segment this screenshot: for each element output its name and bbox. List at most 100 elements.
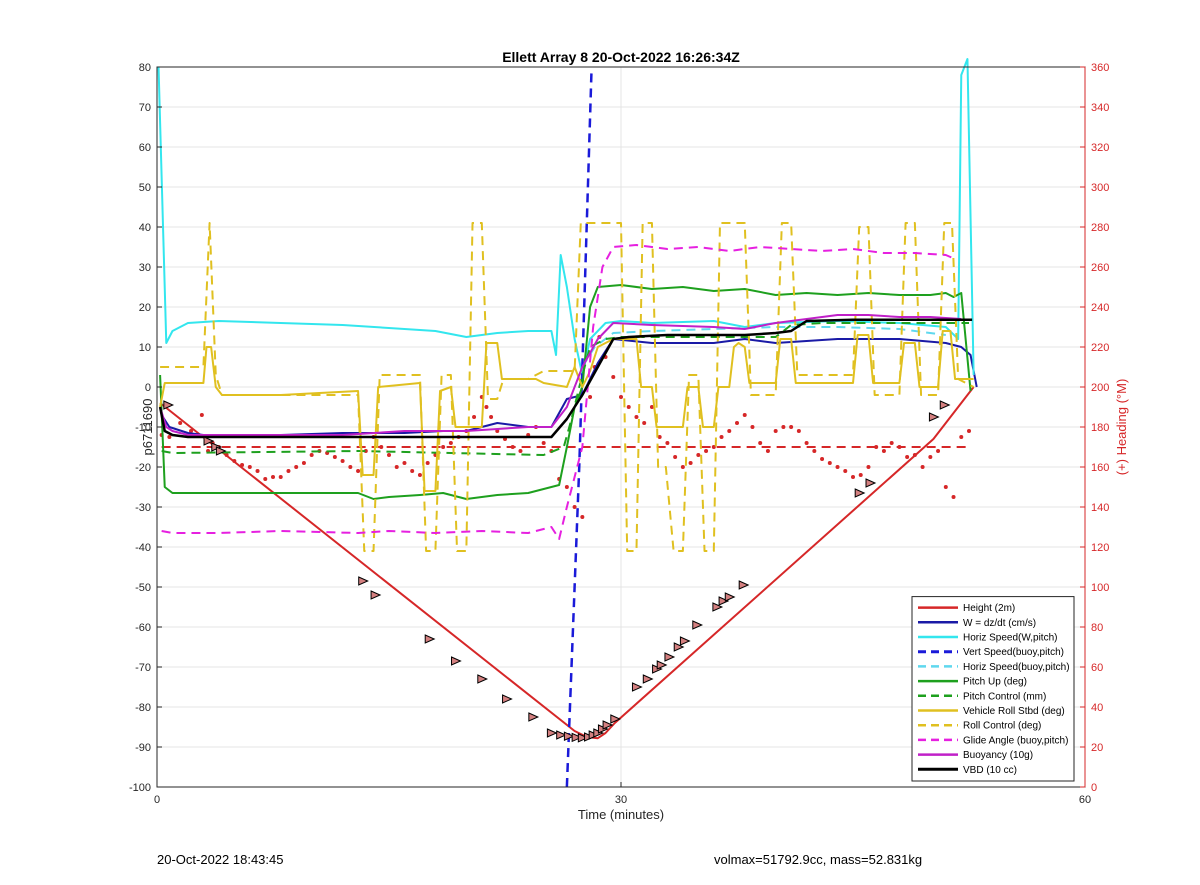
legend-label: Horiz Speed(buoy,pitch) <box>963 662 1070 673</box>
heading-dot <box>742 413 747 417</box>
y-tick-label: 10 <box>139 342 151 354</box>
heading-dot <box>626 405 631 409</box>
height-marker <box>563 731 575 741</box>
y2-axis-label: (+) Heading (°M) <box>1114 379 1129 476</box>
x-axis-label: Time (minutes) <box>578 807 664 822</box>
heading-dot <box>611 375 616 379</box>
series-line-pitch-control-mm <box>161 322 969 456</box>
legend-label: Vert Speed(buoy,pitch) <box>963 647 1064 658</box>
height-marker <box>528 712 540 722</box>
heading-dot <box>425 461 430 465</box>
y2-tick-label: 300 <box>1091 182 1109 194</box>
series-line-vehicle-roll-stbd-deg <box>159 330 974 492</box>
heading-dot <box>178 421 183 425</box>
heading-dot <box>642 421 647 425</box>
series-line-buoyancy-10g <box>159 314 962 436</box>
heading-dot <box>688 461 693 465</box>
heading-dot <box>758 441 763 445</box>
heading-dot <box>858 473 863 477</box>
heading-dot <box>472 415 477 419</box>
height-marker <box>738 580 750 590</box>
heading-dot <box>820 457 825 461</box>
height-marker <box>477 674 489 684</box>
heading-dot <box>812 449 817 453</box>
legend-label: Buoyancy (10g) <box>963 750 1033 761</box>
heading-dot <box>309 453 314 457</box>
height-marker <box>610 714 622 724</box>
height-marker <box>163 400 175 410</box>
y2-tick-label: 280 <box>1091 222 1109 234</box>
legend-label: Horiz Speed(W,pitch) <box>963 633 1057 644</box>
heading-dot <box>634 415 639 419</box>
legend-label: Height (2m) <box>963 603 1015 614</box>
heading-dot <box>588 395 593 399</box>
y2-tick-label: 0 <box>1091 782 1097 794</box>
height-marker <box>602 720 614 730</box>
heading-dot <box>657 435 662 439</box>
heading-dot <box>928 455 933 459</box>
heading-dot <box>489 415 494 419</box>
heading-dot <box>835 465 840 469</box>
y2-tick-label: 40 <box>1091 702 1103 714</box>
heading-dot <box>936 449 941 453</box>
footer-timestamp: 20-Oct-2022 18:43:45 <box>157 852 284 867</box>
y2-tick-label: 60 <box>1091 662 1103 674</box>
y2-tick-label: 260 <box>1091 262 1109 274</box>
height-marker <box>370 590 382 600</box>
y2-tick-label: 240 <box>1091 302 1109 314</box>
height-marker <box>556 730 567 740</box>
heading-dot <box>680 465 685 469</box>
legend-label: Pitch Control (mm) <box>963 691 1046 702</box>
heading-dot <box>301 461 306 465</box>
y-axis-label: p6711690 <box>140 399 155 456</box>
heading-dot <box>765 449 770 453</box>
heading-dot <box>263 477 268 481</box>
series-line-vbd-10-cc <box>158 318 973 439</box>
heading-dot <box>410 469 415 473</box>
y-tick-label: 80 <box>139 62 151 74</box>
height-marker <box>664 652 676 662</box>
height-marker <box>203 436 215 446</box>
footer-vehicle-info: volmax=51792.9cc, mass=52.831kg <box>714 852 923 867</box>
series-line-vert-speed-buoy-pitch <box>565 66 593 788</box>
heading-dot <box>294 465 299 469</box>
heading-dot <box>750 425 755 429</box>
legend-label: Pitch Up (deg) <box>963 677 1027 688</box>
y-tick-label: 50 <box>139 182 151 194</box>
heading-dot <box>199 413 204 417</box>
heading-dot <box>881 449 886 453</box>
heading-dot <box>781 425 786 429</box>
y-tick-label: -10 <box>135 422 151 434</box>
y-tick-label: 20 <box>139 302 151 314</box>
heading-dot <box>379 445 384 449</box>
y-tick-label: 40 <box>139 222 151 234</box>
height-marker <box>865 478 877 488</box>
y-tick-label: 70 <box>139 102 151 114</box>
height-marker <box>692 620 704 630</box>
height-marker <box>673 642 685 652</box>
heading-dot <box>727 429 732 433</box>
heading-dot <box>665 441 670 445</box>
legend-label: Roll Control (deg) <box>963 721 1041 732</box>
y2-tick-label: 100 <box>1091 582 1109 594</box>
heading-dot <box>510 445 515 449</box>
heading-dot <box>719 435 724 439</box>
series-line-glide-angle-buoy-pitch <box>161 244 956 540</box>
y-tick-label: -50 <box>135 582 151 594</box>
y-tick-label: -40 <box>135 542 151 554</box>
y-tick-label: -20 <box>135 462 151 474</box>
y2-tick-label: 180 <box>1091 422 1109 434</box>
y2-tick-label: 200 <box>1091 382 1109 394</box>
y2-tick-label: 140 <box>1091 502 1109 514</box>
heading-dot <box>943 485 948 489</box>
x-tick-label: 30 <box>615 794 627 806</box>
heading-dot <box>255 469 260 473</box>
height-marker <box>424 634 436 644</box>
y-tick-label: -70 <box>135 662 151 674</box>
height-marker <box>451 656 462 666</box>
heading-dot <box>619 395 623 399</box>
heading-dot <box>247 465 252 469</box>
heading-dot <box>649 405 654 409</box>
y-tick-label: -80 <box>135 702 151 714</box>
height-marker <box>939 400 951 410</box>
